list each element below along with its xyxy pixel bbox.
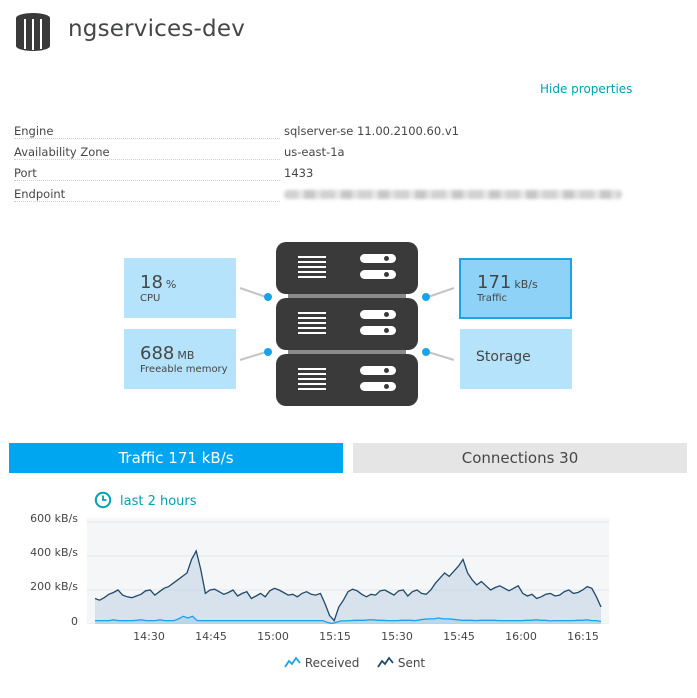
x-tick-label: 15:45 xyxy=(443,630,475,643)
cpu-tile[interactable]: 18% CPU xyxy=(124,258,236,318)
x-tick-label: 14:30 xyxy=(133,630,165,643)
memory-tile[interactable]: 688 MB Freeable memory xyxy=(124,329,236,389)
property-value: us-east-1a xyxy=(284,145,345,159)
series-line-received xyxy=(95,615,602,624)
x-tick-label: 14:45 xyxy=(195,630,227,643)
property-row-endpoint: Endpoint xyxy=(14,187,624,207)
tab-connections[interactable]: Connections 30 xyxy=(353,443,687,473)
storage-tile[interactable]: Storage xyxy=(460,329,572,389)
series-area-received xyxy=(95,616,601,624)
memory-value: 688 MB xyxy=(140,343,195,364)
series-layer xyxy=(94,549,602,624)
traffic-label: Traffic xyxy=(477,293,508,304)
endpoint-value-blurred xyxy=(284,190,622,199)
cpu-value: 18% xyxy=(140,272,177,293)
dotted-divider xyxy=(14,180,280,181)
database-icon xyxy=(16,13,50,51)
x-tick-label: 16:00 xyxy=(505,630,537,643)
clock-icon[interactable] xyxy=(94,491,112,509)
property-label: Engine xyxy=(14,124,54,138)
plot-grid xyxy=(87,521,609,624)
received-series-icon xyxy=(284,656,301,668)
cpu-label: CPU xyxy=(140,293,161,304)
dotted-divider xyxy=(14,201,280,202)
series-line-sent xyxy=(94,549,602,622)
x-tick-label: 15:30 xyxy=(381,630,413,643)
y-tick-label: 400 kB/s xyxy=(30,546,78,559)
plot-background xyxy=(87,518,609,624)
traffic-tile[interactable]: 171 kB/s Traffic xyxy=(459,258,572,319)
y-tick-label: 0 xyxy=(71,615,78,628)
series-area-sent xyxy=(95,550,601,624)
property-row-port: Port 1433 xyxy=(14,166,624,186)
hide-properties-link[interactable]: Hide properties xyxy=(540,82,633,96)
property-row-engine: Engine sqlserver-se 11.00.2100.60.v1 xyxy=(14,124,624,144)
dotted-divider xyxy=(14,159,280,160)
traffic-chart[interactable] xyxy=(87,518,609,624)
legend-label: Sent xyxy=(397,656,426,670)
x-tick-label: 15:00 xyxy=(257,630,289,643)
x-tick-label: 15:15 xyxy=(319,630,351,643)
page-title: ngservices-dev xyxy=(68,16,246,42)
property-label: Endpoint xyxy=(14,187,66,201)
property-label: Availability Zone xyxy=(14,145,110,159)
property-value: 1433 xyxy=(284,166,314,180)
legend-label: Received xyxy=(304,656,360,670)
y-tick-label: 200 kB/s xyxy=(30,580,78,593)
sent-series-icon xyxy=(377,656,394,668)
dotted-divider xyxy=(14,138,280,139)
server-stack-icon xyxy=(239,242,455,406)
property-label: Port xyxy=(14,166,37,180)
y-tick-label: 600 kB/s xyxy=(30,512,78,525)
legend-received[interactable]: Received xyxy=(284,656,359,670)
traffic-value: 171 kB/s xyxy=(477,272,538,293)
timeframe-selector[interactable]: last 2 hours xyxy=(120,494,197,509)
property-row-availability-zone: Availability Zone us-east-1a xyxy=(14,145,624,165)
x-tick-label: 16:15 xyxy=(567,630,599,643)
property-value: sqlserver-se 11.00.2100.60.v1 xyxy=(284,124,459,138)
legend-sent[interactable]: Sent xyxy=(377,656,425,670)
storage-label: Storage xyxy=(476,349,531,365)
tab-traffic[interactable]: Traffic 171 kB/s xyxy=(9,443,343,473)
memory-label: Freeable memory xyxy=(140,364,228,375)
